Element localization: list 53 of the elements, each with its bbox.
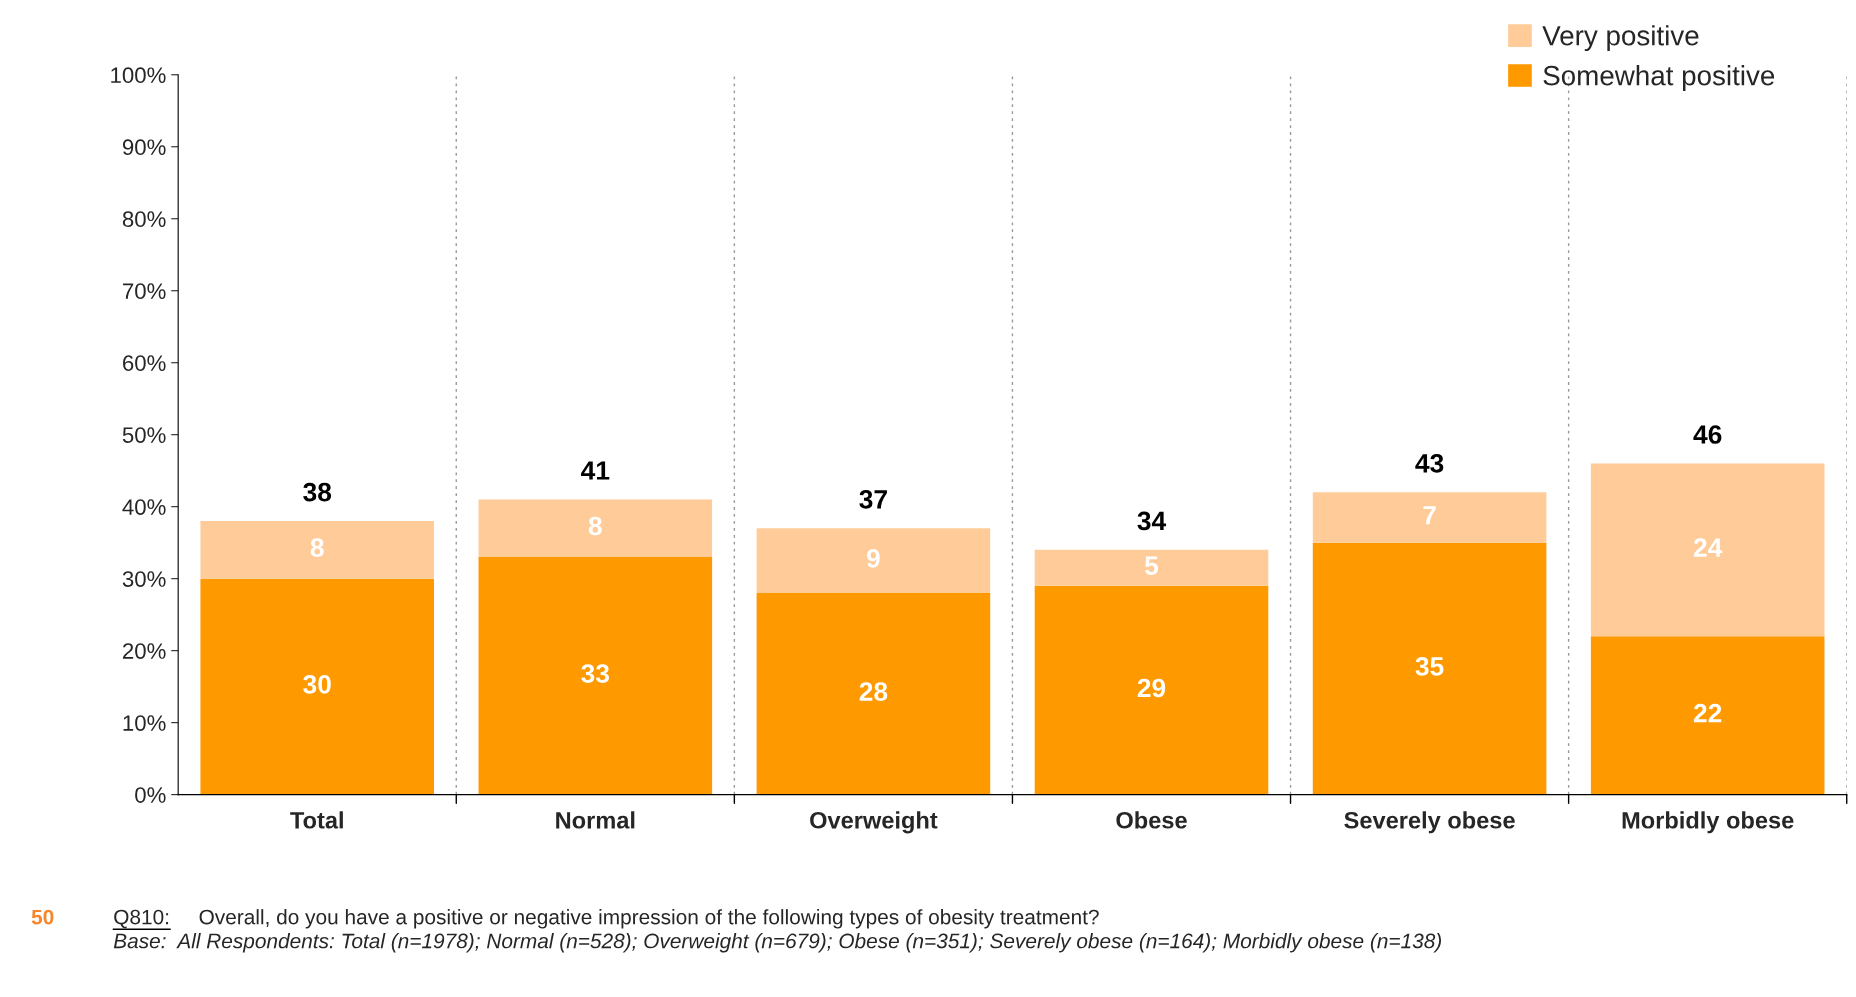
data-label: 24 bbox=[1693, 538, 1723, 557]
bar bbox=[1312, 492, 1547, 543]
bar bbox=[478, 499, 713, 558]
y-tick-label: 100% bbox=[111, 67, 166, 84]
bar bbox=[1034, 585, 1269, 795]
bar bbox=[1312, 542, 1547, 795]
data-label: 8 bbox=[310, 538, 324, 557]
total-label: 37 bbox=[859, 489, 887, 509]
total-label: 41 bbox=[581, 461, 610, 480]
text: Overall, do you have a positive or negative impression of the following types of obesity treatment? bbox=[199, 909, 1099, 929]
data-label: 5 bbox=[1144, 556, 1159, 575]
data-label: 33 bbox=[581, 664, 610, 683]
x-tick-label: Severely obese bbox=[1344, 811, 1515, 834]
legend-label: Somewhat positive bbox=[1543, 65, 1775, 91]
y-tick-label: 90% bbox=[122, 139, 166, 156]
x-tick-label: Normal bbox=[556, 811, 635, 829]
bar bbox=[200, 521, 435, 579]
total-label: 46 bbox=[1693, 425, 1722, 444]
y-tick-label: 70% bbox=[123, 283, 166, 299]
bar bbox=[1034, 549, 1269, 586]
y-tick-label: 20% bbox=[123, 643, 166, 659]
data-label: 35 bbox=[1415, 657, 1444, 676]
text: Base: All Respondents: Total (n=1978); Normal (n=528); Overweight (n=679); Obese (n=351); Severely obese (n=164); Morbidly obese (n=138) bbox=[113, 933, 1442, 953]
y-tick-label: 40% bbox=[122, 499, 166, 515]
bar bbox=[756, 528, 991, 594]
y-tick-label: 30% bbox=[122, 571, 166, 587]
y-tick-label: 80% bbox=[122, 211, 166, 228]
legend-label: Very positive bbox=[1542, 25, 1699, 52]
total-label: 34 bbox=[1137, 511, 1167, 531]
x-tick-label: Obese bbox=[1116, 811, 1187, 829]
x-tick-label: Morbidly obese bbox=[1622, 811, 1794, 834]
x-tick-label: Overweight bbox=[810, 811, 938, 834]
total-label: 43 bbox=[1415, 453, 1444, 473]
text: 50 bbox=[31, 909, 54, 925]
bar bbox=[200, 578, 435, 795]
total-label: 38 bbox=[303, 482, 332, 502]
y-tick-label: 50% bbox=[122, 427, 166, 443]
data-label: 30 bbox=[303, 675, 331, 694]
y-tick-label: 0% bbox=[135, 787, 166, 803]
y-tick-label: 10% bbox=[123, 715, 166, 731]
bar bbox=[1590, 463, 1825, 637]
bar bbox=[478, 557, 713, 795]
data-label: 9 bbox=[866, 549, 880, 568]
data-label: 7 bbox=[1423, 506, 1436, 525]
bar bbox=[1590, 636, 1825, 795]
x-tick-label: Total bbox=[290, 811, 343, 829]
data-label: 8 bbox=[588, 516, 602, 536]
y-tick-label: 60% bbox=[123, 355, 166, 371]
bar bbox=[756, 593, 991, 795]
text: Q810: bbox=[114, 909, 169, 929]
data-label: 22 bbox=[1693, 703, 1722, 723]
data-label: 28 bbox=[859, 682, 888, 701]
data-label: 29 bbox=[1137, 678, 1166, 698]
